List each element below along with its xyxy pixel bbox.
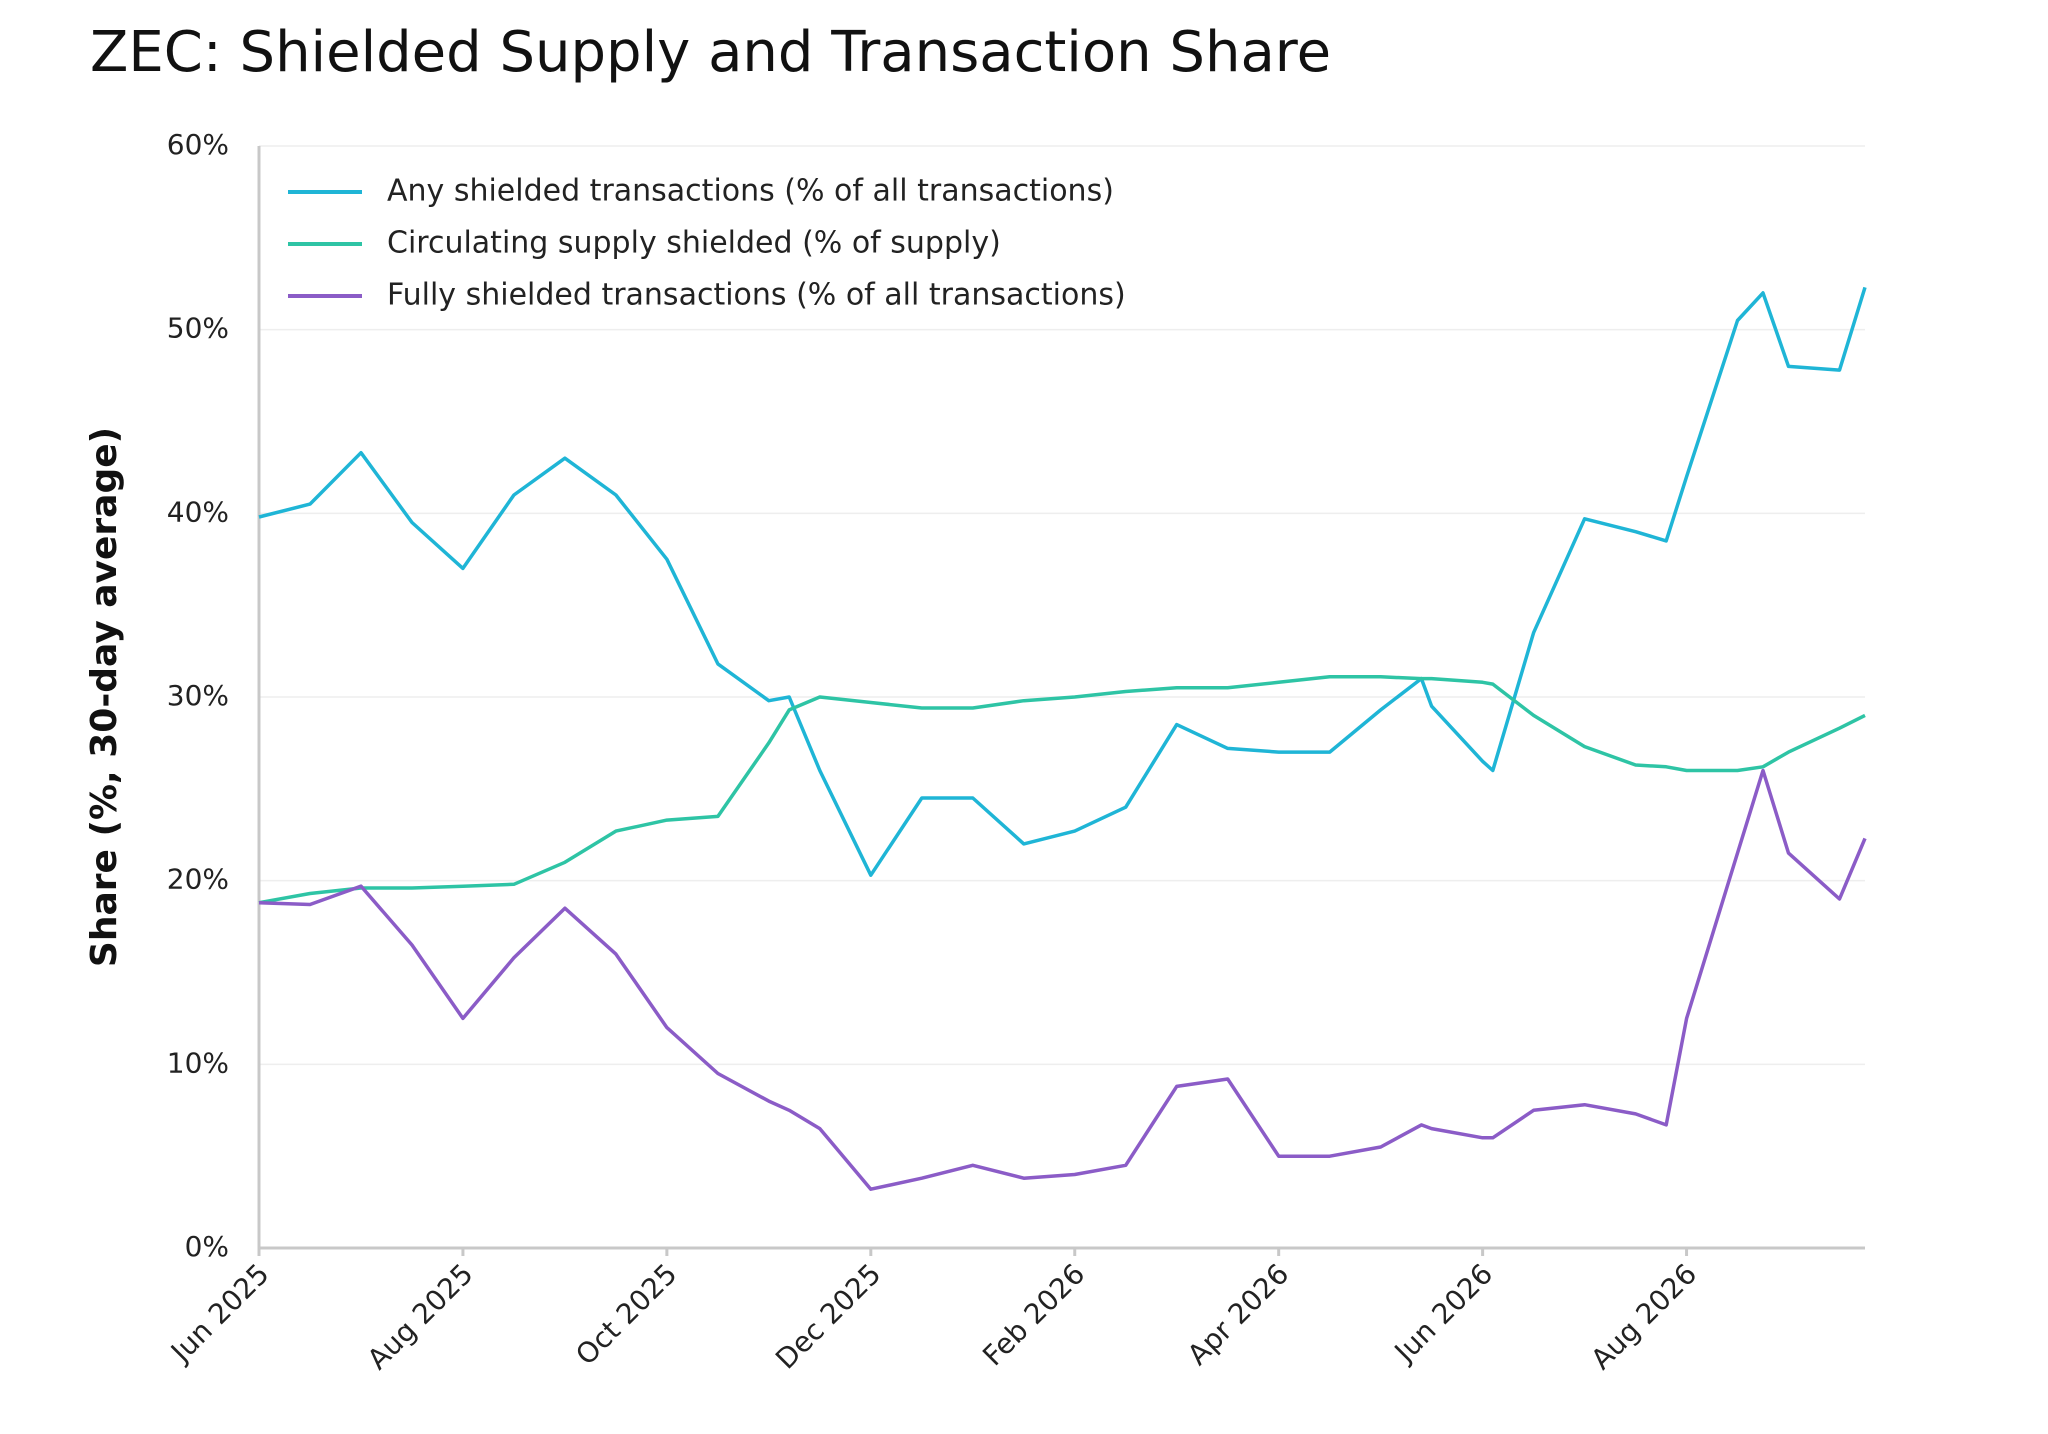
y-tick-label: 10%	[167, 1046, 229, 1079]
line-series	[258, 286, 1867, 877]
x-tick-label: Jun 2026	[1387, 1257, 1499, 1369]
x-tick-label: Feb 2026	[976, 1257, 1091, 1372]
legend-label: Circulating supply shielded (% of supply…	[387, 226, 1001, 261]
legend-label: Any shielded transactions (% of all tran…	[387, 174, 1114, 209]
legend-label: Fully shielded transactions (% of all tr…	[387, 278, 1126, 313]
y-tick-label: 20%	[167, 863, 229, 896]
y-tick-label: 0%	[185, 1230, 229, 1263]
x-tick-label: Dec 2025	[769, 1257, 887, 1375]
y-tick-label: 40%	[167, 495, 229, 528]
x-tick-label: Aug 2025	[361, 1257, 480, 1376]
line-series	[258, 768, 1867, 1191]
x-tick-label: Jun 2025	[163, 1257, 275, 1369]
y-tick-label: 30%	[167, 679, 229, 712]
line-series	[258, 675, 1866, 905]
y-tick-label: 50%	[167, 312, 229, 345]
chart-title: ZEC: Shielded Supply and Transaction Sha…	[90, 20, 1331, 85]
y-tick-label: 60%	[167, 128, 229, 161]
y-axis-label: Share (%, 30-day average)	[84, 427, 125, 967]
x-tick-label: Oct 2025	[569, 1257, 683, 1371]
x-tick-label: Aug 2026	[1584, 1257, 1703, 1376]
x-tick-label: Apr 2026	[1181, 1257, 1295, 1371]
